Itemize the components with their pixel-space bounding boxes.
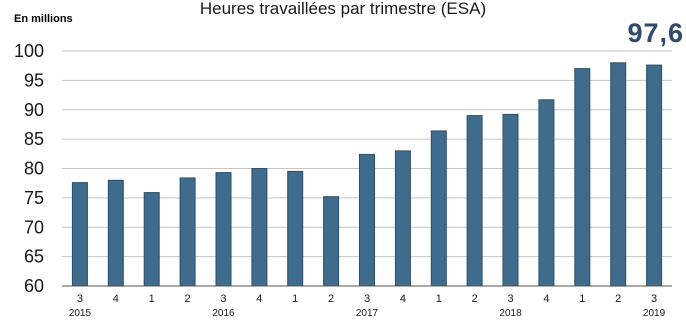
x-tick-label: 1 [292, 293, 298, 305]
x-tick-label: 3 [364, 293, 370, 305]
x-tick-label: 1 [579, 293, 585, 305]
x-tick-label: 2 [615, 293, 621, 305]
chart-title: Heures travaillées par trimestre (ESA) [200, 0, 486, 18]
x-tick-label: 3 [507, 293, 513, 305]
bar [394, 150, 411, 287]
bar [502, 113, 519, 287]
y-tick-label: 80 [24, 159, 44, 179]
bar [71, 182, 88, 287]
x-tick-label: 3 [77, 293, 83, 305]
bar [251, 168, 268, 287]
bar [359, 153, 375, 287]
bar [287, 170, 304, 287]
bar [323, 196, 340, 287]
bar [466, 115, 483, 287]
x-tick-label: 4 [113, 293, 119, 305]
year-label: 2019 [643, 308, 666, 319]
x-tick-label: 2 [328, 293, 334, 305]
bar [215, 172, 232, 287]
bar [610, 62, 627, 287]
bar [143, 192, 160, 287]
x-tick-label: 4 [543, 293, 549, 305]
x-tick-label: 1 [436, 293, 442, 305]
x-axis-ticks: 3 4 1 2 3 4 1 2 3 4 1 2 3 4 1 2 3 [77, 293, 657, 305]
y-tick-label: 65 [24, 247, 44, 267]
bar [430, 130, 447, 287]
bar [646, 64, 663, 287]
year-label: 2017 [356, 308, 379, 319]
bars [71, 62, 663, 287]
y-tick-label: 60 [24, 276, 44, 296]
year-label: 2018 [499, 308, 522, 319]
x-tick-label: 3 [651, 293, 657, 305]
x-tick-label: 3 [220, 293, 226, 305]
year-label: 2016 [212, 308, 235, 319]
x-tick-label: 2 [472, 293, 478, 305]
year-label: 2015 [69, 308, 92, 319]
y-tick-label: 70 [24, 217, 44, 237]
x-tick-label: 4 [256, 293, 262, 305]
bar [179, 177, 196, 287]
bar [574, 68, 591, 287]
x-tick-label: 2 [185, 293, 191, 305]
unit-label: En millions [14, 13, 73, 25]
y-tick-label: 75 [24, 188, 44, 208]
x-tick-label: 4 [400, 293, 406, 305]
year-labels: 2015 2016 2017 2018 2019 [69, 308, 666, 319]
x-tick-label: 1 [149, 293, 155, 305]
bar [538, 99, 555, 287]
y-tick-label: 90 [24, 100, 44, 120]
highlight-value: 97,6 [627, 18, 684, 48]
y-tick-label: 95 [24, 70, 44, 90]
bar [107, 179, 124, 287]
y-axis-ticks: 60 65 70 75 80 85 90 95 100 [14, 41, 44, 296]
y-tick-label: 100 [14, 41, 44, 61]
y-tick-label: 85 [24, 129, 44, 149]
